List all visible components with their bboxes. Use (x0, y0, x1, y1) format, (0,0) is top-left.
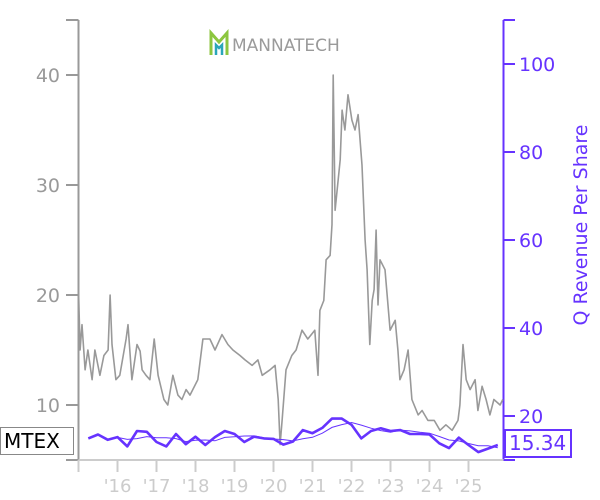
ticker-label: MTEX (0, 427, 74, 455)
right-tick-label: 40 (519, 318, 543, 340)
logo-text: MANNATECH (232, 36, 340, 56)
right-tick-label: 100 (519, 54, 555, 76)
left-tick-label: 10 (36, 395, 60, 417)
x-tick-label: '24 (416, 476, 444, 497)
x-tick-label: '23 (377, 476, 405, 497)
right-tick-label: 60 (519, 230, 543, 252)
x-tick-label: '17 (143, 476, 171, 497)
left-tick-label: 30 (36, 175, 60, 197)
x-tick-label: '20 (260, 476, 288, 497)
price-line (77, 74, 504, 446)
x-tick-label: '16 (104, 476, 132, 497)
right-tick-label: 80 (519, 142, 543, 164)
x-tick-label: '25 (455, 476, 483, 497)
left-tick-label: 40 (36, 65, 60, 87)
x-tick-label: '22 (338, 476, 366, 497)
right-axis-label: Q Revenue Per Share (570, 125, 592, 326)
x-tick-label: '19 (221, 476, 249, 497)
right-tick-label: 20 (519, 406, 543, 428)
x-tick-label: '18 (182, 476, 210, 497)
left-tick-label: 20 (36, 285, 60, 307)
x-tick-label: '21 (299, 476, 327, 497)
mannatech-logo: MANNATECH (209, 29, 340, 56)
last-value-label: 15.34 (504, 429, 572, 458)
